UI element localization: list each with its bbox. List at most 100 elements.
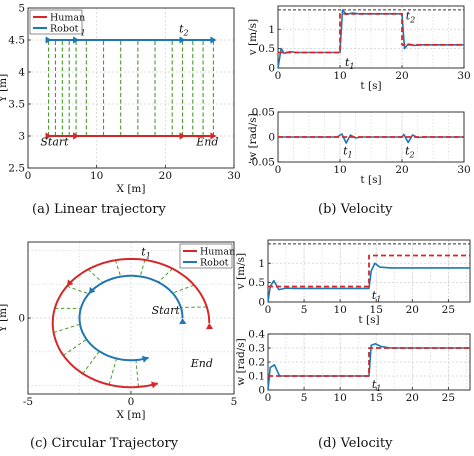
annotation-t1: t1	[372, 289, 382, 304]
annotation-end: End	[195, 136, 218, 149]
annotation-t1: t1	[372, 378, 382, 393]
human-arrow	[210, 132, 217, 140]
x-tick-label: 25	[442, 392, 455, 404]
plot-frame	[27, 7, 235, 169]
x-tick-label: 20	[395, 164, 408, 176]
x-tick-label: 0	[265, 304, 272, 316]
y-tick-label: 0	[258, 385, 265, 397]
annotation-t2: t2	[179, 22, 189, 37]
x-tick-label: 20	[159, 170, 172, 182]
human-arrow	[73, 132, 80, 140]
y-tick-label: 0	[18, 313, 25, 325]
robot-arrow	[210, 36, 217, 44]
legend-label-robot: Robot	[50, 24, 79, 35]
x-tick-label: 10	[333, 164, 346, 176]
connector-line	[82, 350, 100, 374]
y-tick-label: 0.5	[248, 277, 265, 289]
plot-frame	[277, 5, 465, 69]
caption-c: (c) Circular Trajectory	[30, 436, 179, 451]
connector-line	[87, 269, 104, 284]
legend-box	[29, 9, 83, 35]
x-tick-label: 15	[370, 392, 383, 404]
x-axis-label: t [s]	[360, 174, 381, 186]
y-tick-label: 0.3	[248, 343, 265, 355]
caption-b: (b) Velocity	[318, 202, 393, 217]
series-robot	[267, 262, 470, 303]
y-axis-label: Y [m]	[0, 304, 9, 333]
x-tick-label: 0	[275, 70, 282, 82]
plot-area	[278, 6, 464, 68]
y-tick-label: 1	[258, 258, 265, 270]
x-axis-label: t [s]	[358, 314, 379, 326]
series-human	[278, 12, 464, 54]
annotation-start: Start	[152, 304, 181, 317]
connector-line	[135, 359, 140, 387]
y-tick-label: 5	[18, 3, 25, 15]
y-tick-label: 0	[258, 297, 265, 309]
series-human	[268, 347, 470, 377]
x-tick-label: 0	[25, 170, 32, 182]
annotation-start: Start	[40, 136, 69, 149]
plot-frame	[267, 239, 471, 303]
y-tick-label: 0.05	[252, 107, 275, 119]
y-axis-label: w [rad/s]	[247, 113, 259, 160]
y-tick-label: 4.5	[8, 35, 25, 47]
robot-arrow	[179, 318, 187, 325]
chart-d-top: 0 5 10 15 20 25 0 0.5 1 t [s] v [m/s] t1	[235, 239, 471, 326]
x-tick-label: 20	[395, 70, 408, 82]
connector-line	[66, 285, 89, 295]
x-tick-label: 10	[333, 392, 346, 404]
x-tick-label: 30	[227, 170, 240, 182]
x-tick-label: 5	[301, 304, 308, 316]
connector-line	[63, 338, 87, 356]
x-tick-label: 30	[457, 70, 470, 82]
x-tick-label: 30	[457, 164, 470, 176]
legend-box	[179, 243, 233, 269]
y-tick-label: 4	[18, 67, 25, 79]
x-tick-label: 0	[128, 396, 135, 408]
x-axis-label: t [s]	[360, 80, 381, 92]
annotation-t1: t1	[343, 145, 353, 160]
x-tick-label: 10	[333, 304, 346, 316]
y-tick-label: -0.05	[248, 157, 275, 169]
y-axis-label: w [rad/s]	[235, 338, 247, 385]
connector-line	[53, 323, 81, 334]
y-tick-label: 0.4	[248, 329, 265, 341]
x-tick-label: -5	[23, 396, 33, 408]
y-tick-label: 1	[268, 24, 275, 36]
human-arrow	[205, 323, 214, 330]
x-tick-label: 20	[406, 304, 419, 316]
robot-arrow	[73, 36, 80, 44]
robot-arrow	[45, 36, 52, 44]
y-tick-label: 2.5	[8, 163, 25, 175]
series-robot	[267, 342, 470, 391]
annotation-t2: t2	[405, 145, 415, 160]
y-axis-label: Y [m]	[0, 74, 9, 103]
annotation-t1: t1	[141, 246, 151, 261]
legend-label-robot: Robot	[200, 258, 229, 269]
human-arrow	[179, 132, 186, 140]
human-arrow	[66, 279, 74, 287]
series-human	[268, 254, 470, 288]
chart-b-top: 0 10 20 30 0 0.5 1 t [s] v [m/s] t1 t2	[247, 5, 471, 92]
x-tick-label: 15	[370, 304, 383, 316]
x-axis-label: X [m]	[117, 183, 146, 195]
connector-line	[114, 260, 122, 277]
y-tick-label: 0	[268, 63, 275, 75]
robot-arrow	[141, 355, 149, 363]
annotation-t1: t1	[345, 56, 355, 71]
robot-arrow	[179, 36, 186, 44]
x-tick-label: 10	[333, 70, 346, 82]
x-tick-label: 25	[442, 304, 455, 316]
x-tick-label: 0	[275, 164, 282, 176]
legend-label-human: Human	[200, 247, 235, 258]
caption-d: (d) Velocity	[318, 436, 393, 451]
y-axis-label: v [m/s]	[235, 253, 247, 290]
human-arrow	[151, 381, 158, 389]
robot-arrow	[88, 286, 96, 294]
x-tick-label: 20	[406, 392, 419, 404]
